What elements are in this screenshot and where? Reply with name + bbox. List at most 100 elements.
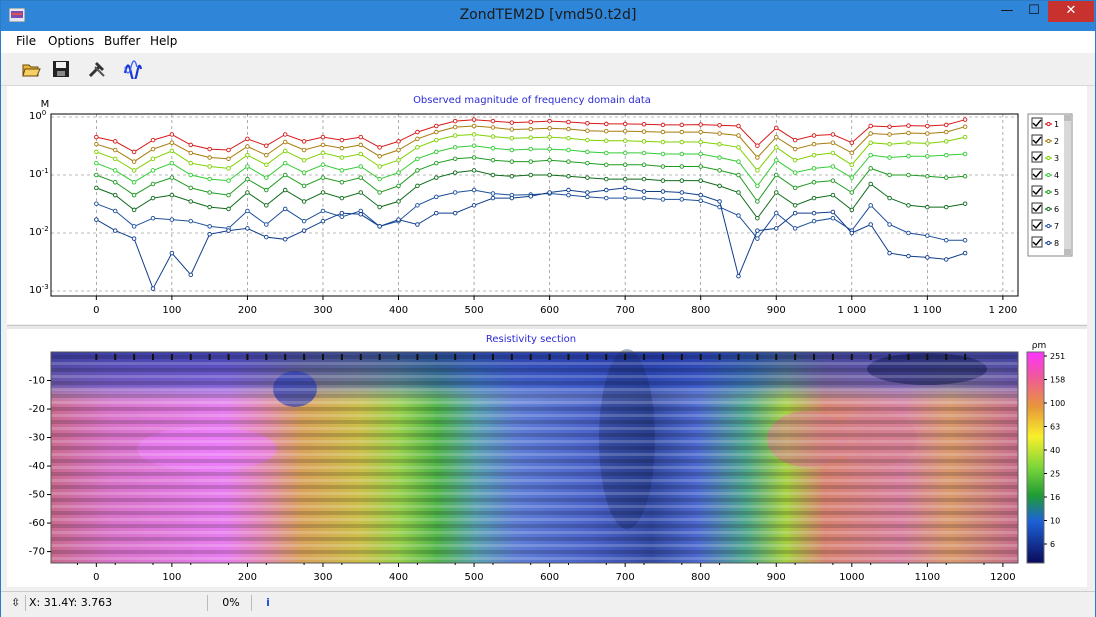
- station-marker: [605, 354, 608, 360]
- close-button[interactable]: ✕: [1048, 1, 1094, 22]
- data-point: [925, 141, 930, 146]
- data-point: [717, 141, 722, 147]
- data-point: [169, 140, 175, 145]
- data-point: [528, 135, 533, 140]
- maximize-button[interactable]: ☐: [1028, 3, 1040, 18]
- x-tick-label: 600: [540, 572, 559, 583]
- legend-checkbox[interactable]: [1031, 151, 1043, 163]
- save-icon[interactable]: [51, 59, 71, 79]
- legend-checkbox[interactable]: [1031, 219, 1043, 231]
- series-5: [94, 155, 968, 204]
- legend-checkbox[interactable]: [1031, 117, 1043, 129]
- station-marker: [491, 354, 494, 360]
- x-tick-label: 400: [389, 305, 408, 316]
- data-point: [339, 137, 345, 143]
- tools-icon[interactable]: [87, 59, 107, 79]
- legend-item-6[interactable]: 6: [1031, 202, 1059, 214]
- data-point: [792, 226, 798, 231]
- legend-item-4[interactable]: 4: [1031, 168, 1059, 180]
- legend-checkbox[interactable]: [1031, 168, 1043, 180]
- data-point: [452, 210, 458, 216]
- legend-item-7[interactable]: 7: [1031, 219, 1059, 231]
- data-point: [660, 151, 666, 157]
- check-icon: [1032, 187, 1042, 196]
- legend-label: 7: [1054, 222, 1059, 231]
- data-point: [282, 237, 288, 242]
- data-point: [679, 129, 685, 135]
- data-point: [471, 143, 477, 148]
- colorbar-label: 63: [1050, 423, 1060, 432]
- data-point: [811, 210, 817, 216]
- data-point: [774, 210, 779, 216]
- data-point: [94, 134, 99, 140]
- data-point: [774, 226, 779, 231]
- legend-checkbox[interactable]: [1031, 134, 1043, 146]
- data-point: [755, 155, 760, 160]
- menu-file[interactable]: File: [16, 34, 37, 48]
- data-point: [962, 117, 968, 122]
- data-point: [792, 137, 798, 143]
- menu-options[interactable]: Options: [48, 34, 95, 48]
- legend-checkbox[interactable]: [1031, 236, 1043, 248]
- data-point: [792, 203, 798, 208]
- data-point: [415, 203, 420, 208]
- legend-item-3[interactable]: 3: [1031, 151, 1059, 163]
- data-point: [755, 215, 760, 221]
- data-point: [112, 228, 118, 233]
- data-point: [641, 176, 647, 182]
- data-point: [320, 134, 326, 140]
- data-point: [169, 175, 175, 180]
- data-point: [301, 170, 307, 175]
- data-point: [755, 199, 760, 204]
- x-tick-label: 300: [313, 305, 332, 316]
- resistivity-heatmap: [50, 349, 1019, 564]
- data-point: [282, 160, 288, 166]
- legend-item-5[interactable]: 5: [1031, 185, 1059, 197]
- y-tick-label: 10-2: [29, 225, 49, 238]
- station-markers: [95, 354, 967, 360]
- data-point: [755, 228, 760, 233]
- info-icon[interactable]: i: [266, 596, 270, 609]
- data-point: [604, 195, 609, 201]
- menu-help[interactable]: Help: [150, 34, 178, 48]
- data-point: [509, 174, 515, 179]
- data-point: [94, 172, 99, 178]
- data-point: [868, 123, 873, 129]
- y-tick-label: 10-3: [29, 283, 49, 296]
- legend-checkbox[interactable]: [1031, 202, 1043, 214]
- data-point: [717, 183, 722, 189]
- open-icon[interactable]: [21, 59, 41, 79]
- legend-item-8[interactable]: 8: [1031, 236, 1059, 248]
- data-point: [282, 132, 288, 137]
- station-marker: [95, 354, 98, 360]
- magnitude-panel: Observed magnitude of frequency domain d…: [7, 86, 1087, 324]
- data-point: [604, 128, 609, 134]
- data-point: [264, 152, 269, 158]
- data-point: [736, 273, 741, 279]
- magnitude-chart[interactable]: Observed magnitude of frequency domain d…: [7, 86, 1087, 324]
- data-point: [207, 190, 212, 195]
- data-point: [528, 119, 533, 125]
- data-point: [925, 154, 930, 159]
- legend-label: 4: [1054, 171, 1059, 180]
- wave-icon[interactable]: [123, 59, 143, 79]
- data-point: [585, 149, 590, 155]
- station-marker: [359, 354, 362, 360]
- minimize-button[interactable]: —: [1000, 3, 1014, 18]
- legend-item-1[interactable]: 1: [1031, 117, 1059, 129]
- menu-buffer[interactable]: Buffer: [104, 34, 141, 48]
- data-point: [660, 164, 666, 169]
- data-point: [604, 176, 609, 182]
- legend-label: 6: [1054, 205, 1059, 214]
- data-point: [396, 157, 401, 163]
- legend-item-2[interactable]: 2: [1031, 134, 1059, 146]
- resistivity-chart[interactable]: Resistivity section -10 -20 -30 -40 -50 -60 -7…: [7, 329, 1087, 587]
- status-progress: 0%: [211, 595, 252, 611]
- data-point: [887, 195, 892, 201]
- data-point: [774, 190, 779, 195]
- data-point: [868, 152, 873, 158]
- data-point: [150, 181, 156, 187]
- legend-checkbox[interactable]: [1031, 185, 1043, 197]
- data-point: [471, 203, 477, 208]
- station-marker: [945, 354, 948, 360]
